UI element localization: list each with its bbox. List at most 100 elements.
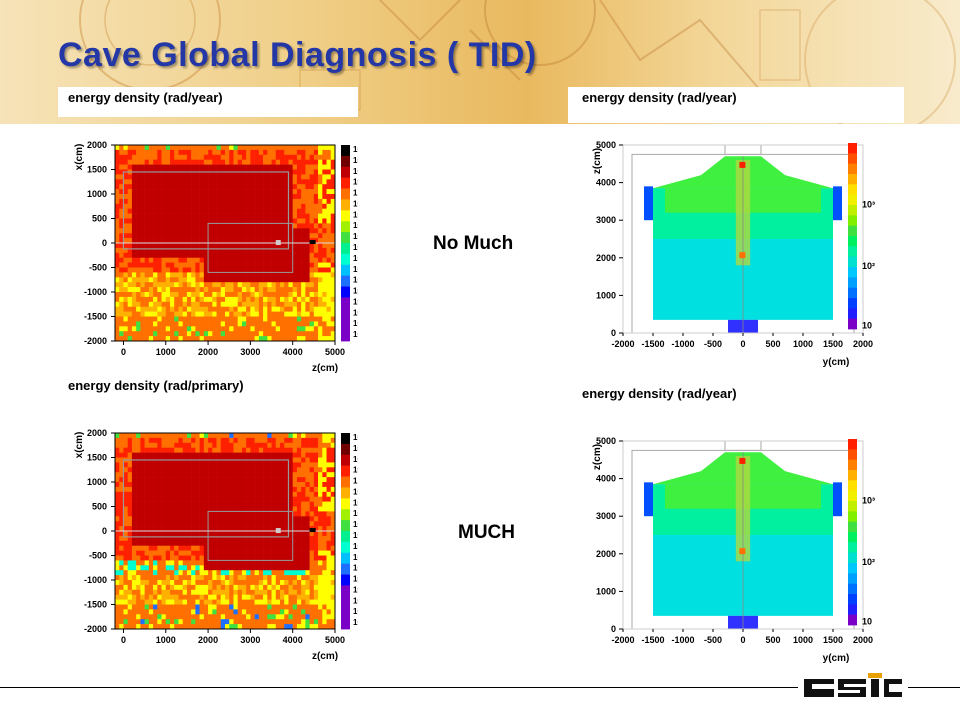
wall-left: [644, 482, 653, 517]
heatmap-cells: [115, 433, 336, 630]
y-tick-label: 2000: [596, 253, 616, 263]
x-tick-label: -1000: [671, 339, 694, 349]
colorbar-cell: [341, 433, 350, 445]
x-tick-label: 500: [765, 339, 780, 349]
colorbar-label: 10⁻⁶: [353, 254, 358, 263]
x-tick-label: 2000: [198, 635, 218, 645]
colorbar-label: 10³: [353, 156, 358, 165]
x-tick-label: 1000: [156, 635, 176, 645]
colorbar-cell: [341, 520, 350, 532]
colorbar-cell: [848, 439, 857, 450]
colorbar-label: 10⁻⁷: [353, 265, 358, 274]
colorbar-cell: [848, 594, 857, 605]
colorbar-cell: [341, 487, 350, 499]
colorbar-cell: [848, 236, 857, 247]
colorbar-cell: [341, 199, 350, 211]
hot-spot: [739, 457, 746, 464]
x-tick-label: -1500: [641, 339, 664, 349]
colorbar-label: 10³: [862, 495, 875, 505]
colorbar-cell: [341, 574, 350, 586]
x-tick-label: 5000: [325, 635, 345, 645]
colorbar-cell: [341, 221, 350, 233]
y-tick-label: 0: [611, 328, 616, 338]
colorbar-cell: [848, 153, 857, 165]
colorbar-cell: [848, 277, 857, 289]
x-tick-label: -1000: [671, 635, 694, 645]
colorbar-cell: [848, 459, 857, 471]
colorbar-label: 10²: [862, 557, 875, 567]
colorbar-label: 10⁻⁹: [353, 287, 358, 296]
colorbar-cell: [341, 541, 350, 554]
colorbar-cell: [848, 225, 857, 237]
colorbar-cell: [848, 552, 857, 564]
y-tick-label: 3000: [596, 215, 616, 225]
colorbar-label: 10⁻¹²: [353, 319, 358, 328]
colorbar-cell: [341, 264, 350, 277]
y-tick-label: -1000: [84, 575, 107, 585]
colorbar-cell: [341, 607, 350, 619]
colorbar-cell: [848, 563, 857, 574]
beam-pipe: [724, 144, 762, 155]
colorbar-label: 10⁻⁸: [353, 564, 358, 573]
colorbar-label: 10: [353, 466, 358, 475]
wall-right: [833, 482, 842, 517]
colorbar-label: 10⁻¹: [353, 199, 358, 208]
colorbar-cell: [848, 490, 857, 502]
hot-spot: [739, 548, 746, 555]
colorbar-cell: [848, 287, 857, 299]
colorbar-label: 10²: [353, 167, 358, 176]
colorbar-label: 10⁻⁶: [353, 542, 358, 551]
detector-outline: [207, 510, 294, 561]
x-tick-label: 1000: [156, 347, 176, 357]
y-tick-label: 1000: [87, 189, 107, 199]
beam-pipe: [724, 440, 762, 451]
colorbar-cell: [341, 253, 350, 266]
colorbar-cell: [848, 542, 857, 554]
x-tick-label: 1500: [823, 339, 843, 349]
y-tick-label: 1500: [87, 453, 107, 463]
colorbar-label: 10³: [353, 444, 358, 453]
colorbar-cell: [848, 205, 857, 216]
colorbar-cell: [341, 188, 350, 200]
colorbar-cell: [848, 480, 857, 492]
colorbar-cell: [848, 470, 857, 481]
x-tick-label: 2000: [853, 635, 873, 645]
colorbar-label: 10⁻²: [353, 498, 358, 507]
colorbar-label: 10⁻¹: [353, 487, 358, 496]
title-backdrop: [568, 383, 904, 419]
cave-outline: [122, 171, 290, 250]
cave-outline: [122, 459, 290, 538]
colorbar-label: 10⁻⁵: [353, 243, 358, 252]
heatmap-svg: energy density (rad/year)500040003000200…: [568, 87, 904, 368]
x-tick-label: -500: [704, 635, 722, 645]
colorbar-cell: [848, 583, 857, 595]
x-tick-label: -500: [704, 339, 722, 349]
y-tick-label: 1000: [596, 290, 616, 300]
y-tick-label: 2000: [87, 140, 107, 150]
chart-title: energy density (rad/primary): [68, 378, 244, 393]
y-tick-label: 1500: [87, 165, 107, 175]
colorbar-label: 10⁻³: [353, 221, 358, 230]
x-tick-label: 2000: [198, 347, 218, 357]
colorbar-cell: [848, 143, 857, 154]
colorbar-cell: [848, 246, 857, 258]
colorbar-label: 10⁻¹¹: [353, 308, 358, 317]
colorbar-cell: [341, 498, 350, 510]
target-marker: [275, 240, 281, 246]
heatmap-top-right: energy density (rad/year) 5000 4000 3000 200…: [568, 87, 904, 377]
colorbar-cell: [341, 319, 350, 331]
y-tick-label: 2000: [87, 428, 107, 438]
colorbar-cell: [848, 501, 857, 512]
y-tick-label: -2000: [84, 336, 107, 346]
x-tick-label: 3000: [240, 347, 260, 357]
heatmap-svg: energy density (rad/primary) 2000 1500 1000…: [58, 375, 358, 662]
colorbar-cell: [341, 454, 350, 467]
colorbar-label: 10⁻⁵: [353, 531, 358, 540]
colorbar-label: 10: [862, 616, 872, 626]
label-no-much: No Much: [433, 233, 514, 254]
y-axis-label: x(cm): [74, 144, 85, 171]
colorbar-label: 10: [353, 178, 358, 187]
colorbar-cell: [341, 618, 350, 630]
colorbar-label: 10⁻¹³: [353, 618, 358, 627]
x-axis-label: z(cm): [312, 651, 338, 662]
